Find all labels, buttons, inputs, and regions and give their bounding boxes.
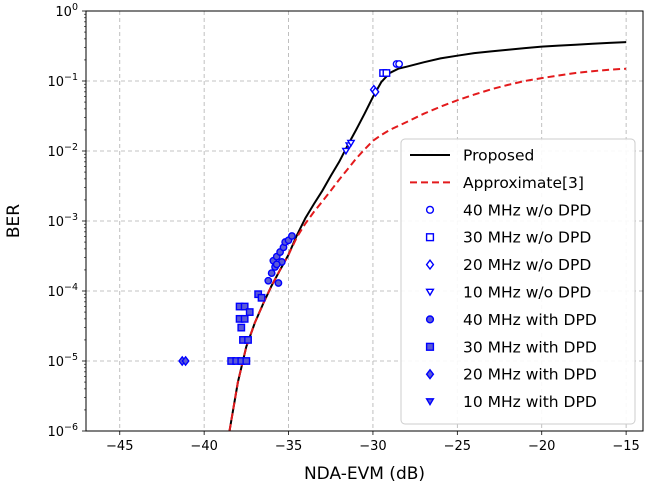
- legend-marker-swatch: [425, 205, 435, 214]
- data-point: [240, 302, 249, 311]
- legend-label: 10 MHz with DPD: [463, 393, 597, 411]
- y-tick-label: 100: [55, 2, 78, 20]
- legend-label: Approximate[3]: [463, 174, 584, 192]
- data-point: [240, 314, 249, 323]
- y-tick-label: 10−6: [47, 422, 78, 440]
- data-point: [341, 147, 351, 156]
- data-point: [274, 279, 283, 287]
- legend-label: 40 MHz w/o DPD: [463, 201, 591, 219]
- series-line-approximate-3-: [228, 67, 627, 431]
- axis-ticks: −45 −40 −35 −30 −25 −20 −15 100 10−1 10−2 10−3 10−4…: [47, 2, 639, 454]
- legend-marker-swatch: [425, 259, 435, 271]
- data-point: [395, 60, 404, 68]
- legend-marker-swatch: [425, 315, 435, 324]
- series-line-proposed: [228, 41, 627, 431]
- data-point: [371, 86, 380, 98]
- data-point: [264, 276, 273, 285]
- legend-label: 20 MHz with DPD: [463, 366, 597, 384]
- legend-marker-swatch: [425, 342, 435, 351]
- y-axis-label: BER: [4, 204, 24, 238]
- legend-label: 30 MHz w/o DPD: [463, 229, 591, 247]
- legend-marker-swatch: [425, 398, 435, 407]
- legend: Proposed Approximate[3] 40 MHz w/o DPD 30 M…: [400, 138, 636, 425]
- x-tick-label: −15: [612, 439, 639, 454]
- x-tick-label: −25: [444, 439, 471, 454]
- x-tick-label: −35: [275, 439, 302, 454]
- legend-marker-swatch: [425, 368, 435, 380]
- data-point: [244, 336, 252, 344]
- data-point: [272, 260, 281, 269]
- legend-marker-swatch: [425, 233, 435, 242]
- data-point: [382, 69, 391, 77]
- data-point: [288, 232, 296, 240]
- x-tick-label: −30: [359, 439, 386, 454]
- data-point: [346, 139, 356, 148]
- x-tick-label: −45: [106, 439, 133, 454]
- legend-label: 20 MHz w/o DPD: [463, 256, 591, 274]
- legend-marker-swatch: [425, 288, 435, 297]
- y-tick-label: 10−1: [47, 72, 78, 90]
- y-tick-label: 10−3: [47, 212, 78, 230]
- x-axis-label: NDA-EVM (dB): [304, 464, 425, 484]
- data-point: [245, 308, 254, 316]
- legend-box: [400, 138, 636, 425]
- y-tick-label: 10−4: [47, 282, 78, 300]
- legend-label: 40 MHz with DPD: [463, 311, 597, 329]
- data-point: [237, 323, 246, 332]
- legend-label: Proposed: [463, 147, 534, 165]
- data-point: [181, 355, 190, 367]
- curves: [228, 41, 627, 431]
- legend-label: 10 MHz w/o DPD: [463, 284, 591, 302]
- y-tick-label: 10−2: [47, 142, 78, 160]
- x-tick-label: −20: [528, 439, 555, 454]
- x-tick-label: −40: [190, 439, 217, 454]
- data-point: [267, 269, 276, 278]
- data-markers: [178, 60, 404, 367]
- y-tick-label: 10−5: [47, 352, 78, 370]
- data-point: [257, 293, 266, 302]
- data-point: [242, 357, 251, 365]
- legend-label: 30 MHz with DPD: [463, 338, 597, 356]
